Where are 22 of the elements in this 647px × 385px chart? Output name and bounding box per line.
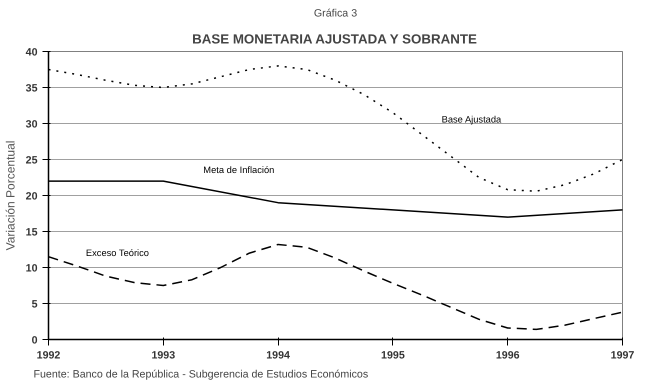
chart-title: Gráfica 3	[314, 8, 358, 20]
y-tick-label: 5	[32, 298, 38, 310]
x-tick-label: 1997	[610, 350, 634, 362]
x-tick-label: 1994	[266, 350, 290, 362]
y-tick-label: 0	[32, 334, 38, 346]
y-axis-title: Variación Porcentual	[4, 140, 18, 250]
y-tick-label: 40	[26, 46, 38, 58]
chart-subtitle: BASE MONETARIA AJUSTADA Y SOBRANTE	[192, 32, 478, 46]
y-tick-label: 25	[26, 154, 38, 166]
y-tick-label: 35	[26, 82, 38, 94]
series-label: Exceso Teórico	[86, 248, 149, 258]
x-tick-label: 1996	[496, 350, 520, 362]
x-tick-label: 1992	[36, 350, 60, 362]
x-tick-label: 1995	[381, 350, 405, 362]
text: Base Ajustada	[442, 114, 502, 124]
y-tick-label: 15	[26, 226, 38, 238]
series-label: Meta de Inflación	[203, 165, 274, 176]
x-tick-label: 1993	[151, 350, 176, 362]
y-tick-label: 20	[26, 190, 38, 202]
y-tick-label: 10	[26, 262, 38, 274]
source-note: Fuente: Banco de la República - Subgerencia de Estudios Económicos	[34, 368, 368, 380]
y-tick-label: 30	[26, 118, 38, 130]
